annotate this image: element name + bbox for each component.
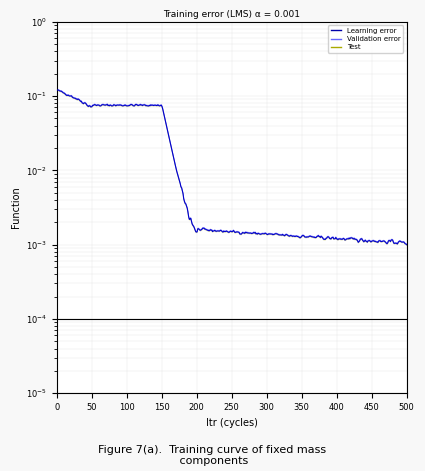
X-axis label: Itr (cycles): Itr (cycles) bbox=[206, 417, 258, 428]
Legend: Learning error, Validation error, Test: Learning error, Validation error, Test bbox=[328, 25, 403, 53]
Title: Training error (LMS) α = 0.001: Training error (LMS) α = 0.001 bbox=[163, 10, 300, 19]
Y-axis label: Function: Function bbox=[11, 187, 20, 228]
Text: Figure 7(a).  Training curve of fixed mass
 components: Figure 7(a). Training curve of fixed mas… bbox=[99, 445, 326, 466]
